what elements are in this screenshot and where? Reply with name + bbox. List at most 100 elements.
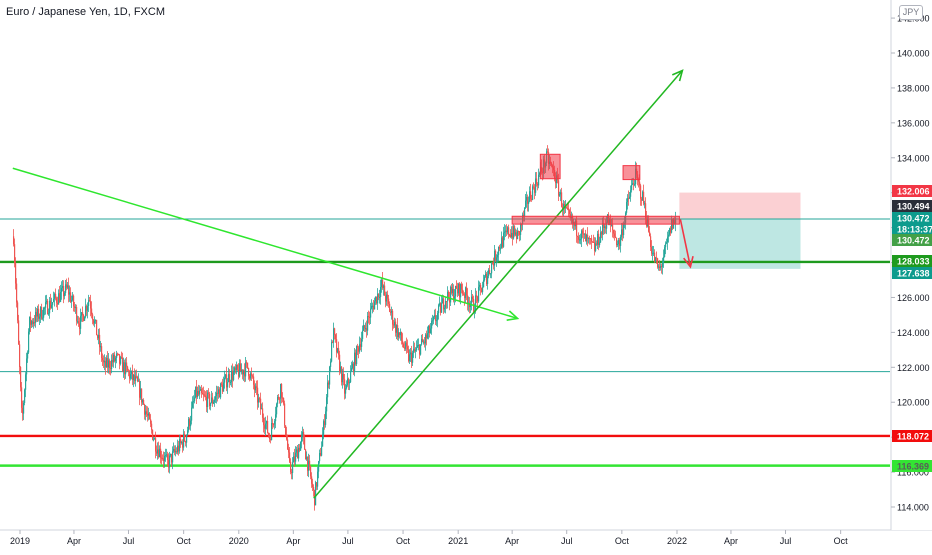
candle-body — [515, 232, 517, 235]
candle-body — [201, 389, 203, 394]
candle-body — [299, 447, 301, 451]
candle-body — [238, 369, 240, 377]
candle-body — [366, 328, 368, 331]
candle-body — [74, 306, 76, 308]
candle-body — [627, 198, 629, 203]
candle-body — [359, 344, 361, 352]
candle-body — [408, 349, 410, 361]
candle-body — [478, 286, 480, 302]
candle-body — [533, 186, 535, 188]
candle-body — [129, 371, 131, 379]
candle-body — [78, 321, 80, 324]
candle-body — [513, 226, 515, 239]
candle-body — [298, 447, 300, 459]
candle-body — [200, 389, 202, 391]
candle-body — [587, 234, 589, 239]
candle-body — [270, 439, 272, 441]
candle-body — [34, 322, 36, 324]
candle-body — [643, 191, 645, 204]
candle-body — [276, 403, 278, 415]
candle-body — [251, 373, 253, 376]
candle-body — [463, 293, 465, 295]
candle-body — [530, 191, 532, 199]
candle-body — [307, 456, 309, 471]
highlight-box[interactable] — [539, 153, 561, 180]
candle-body — [434, 315, 436, 317]
x-axis-tick-label: Oct — [834, 536, 849, 546]
candle-body — [375, 296, 377, 302]
candle-body — [37, 308, 39, 317]
projection-arrow[interactable] — [679, 219, 692, 268]
highlight-boxes[interactable] — [511, 153, 680, 225]
candle-body — [231, 370, 233, 382]
position-tool[interactable] — [679, 192, 801, 269]
trendline[interactable] — [12, 167, 518, 320]
trendlines[interactable] — [12, 69, 694, 499]
candle-body — [135, 376, 137, 381]
candle-body — [289, 452, 291, 462]
projection-arrowhead[interactable] — [683, 255, 694, 269]
candle-body — [583, 233, 585, 235]
candle-body — [330, 361, 332, 367]
candle-body — [149, 413, 151, 420]
horizontal-levels[interactable] — [0, 218, 890, 467]
candle-body — [565, 207, 567, 209]
candle-body — [61, 287, 63, 292]
candle-body — [337, 348, 339, 353]
highlight-box[interactable] — [622, 165, 641, 181]
position-reward-zone[interactable] — [679, 219, 801, 269]
trendline-arrowhead[interactable] — [671, 69, 684, 82]
candle-body — [85, 306, 87, 317]
candle-body — [420, 344, 422, 355]
trendline[interactable] — [313, 69, 683, 499]
candle-body — [351, 368, 353, 372]
candle-body — [405, 342, 407, 349]
highlight-box[interactable] — [511, 215, 680, 225]
x-axis-tick-label: Apr — [286, 536, 300, 546]
x-axis-tick-label: Oct — [177, 536, 192, 546]
candle-body — [593, 241, 595, 243]
candle-body — [339, 354, 341, 372]
candle-body — [110, 368, 112, 370]
candle-body — [312, 483, 314, 487]
candle-body — [534, 187, 536, 193]
candle-body — [354, 352, 356, 372]
candle-body — [250, 373, 252, 379]
candle-body — [576, 220, 578, 236]
candle-body — [658, 266, 660, 268]
candle-body — [594, 242, 596, 251]
x-axis-tick-label: 2022 — [667, 536, 687, 546]
candle-body — [19, 344, 21, 368]
candle-body — [512, 232, 514, 239]
candle-body — [94, 320, 96, 324]
candle-body — [523, 214, 525, 216]
candle-body — [179, 439, 181, 452]
candle-body — [517, 231, 519, 240]
price-label-text: 130.494 — [897, 202, 930, 212]
position-risk-zone[interactable] — [679, 192, 801, 220]
candle-body — [669, 228, 671, 235]
candle-body — [480, 284, 482, 288]
candle-body — [499, 246, 501, 249]
trendline-arrowhead[interactable] — [506, 310, 520, 321]
candle-body — [500, 248, 502, 250]
candle-body — [508, 227, 510, 235]
candle-body — [528, 201, 530, 204]
candle-body — [264, 425, 266, 429]
candle-body — [104, 360, 106, 363]
candle-body — [184, 434, 186, 442]
candle-body — [223, 382, 225, 392]
candle-body — [495, 250, 497, 261]
candle-body — [287, 439, 289, 450]
candle-body — [342, 373, 344, 383]
candle-body — [454, 296, 456, 301]
candle-body — [402, 340, 404, 344]
candle-body — [228, 373, 230, 383]
candle-body — [650, 236, 652, 248]
currency-badge[interactable]: JPY — [899, 5, 923, 20]
candle-body — [393, 324, 395, 326]
candle-body — [84, 316, 86, 321]
price-label-text: 118.072 — [897, 432, 929, 442]
